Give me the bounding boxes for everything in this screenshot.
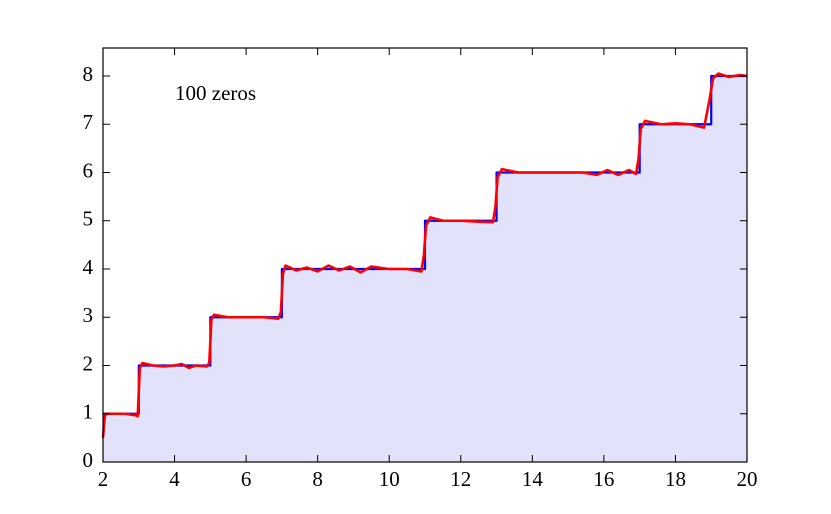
x-tick-label: 2 [98, 467, 109, 491]
plot-frame [102, 47, 748, 463]
y-tick-label: 3 [83, 303, 94, 327]
x-tick-label: 14 [522, 467, 544, 491]
y-tick-label: 1 [83, 400, 94, 424]
annotation: 100 zeros [175, 81, 256, 105]
y-tick-label: 8 [83, 62, 94, 86]
y-tick-label: 2 [83, 351, 94, 375]
x-tick-label: 12 [450, 467, 471, 491]
x-tick-label: 10 [379, 467, 400, 491]
y-tick-label: 7 [83, 110, 94, 134]
x-tick-label: 20 [737, 467, 758, 491]
x-tick-label: 18 [665, 467, 686, 491]
x-tick-label: 16 [593, 467, 614, 491]
y-tick-label: 6 [83, 158, 94, 182]
y-tick-label: 5 [83, 207, 94, 231]
x-tick-label: 4 [169, 467, 180, 491]
line [101, 72, 748, 438]
x-tick-label: 6 [241, 467, 252, 491]
x-tick-label: 8 [312, 467, 323, 491]
y-tick-label: 4 [83, 255, 94, 279]
y-tick-label: 0 [83, 448, 94, 472]
